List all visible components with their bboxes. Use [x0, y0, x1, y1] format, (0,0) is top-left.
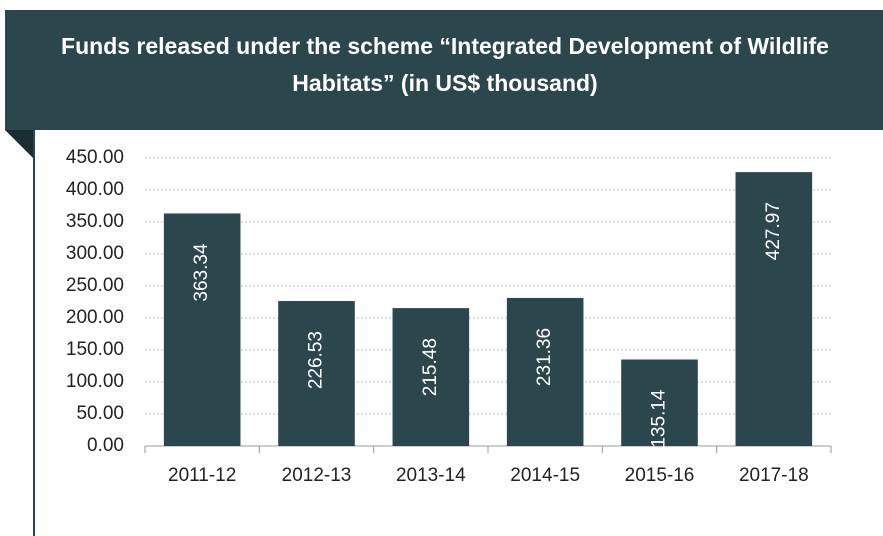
bar	[392, 308, 470, 446]
bar	[506, 297, 584, 446]
y-tick-label: 350.00	[66, 211, 124, 232]
data-label: 363.34	[191, 243, 212, 302]
data-label: 135.14	[649, 389, 670, 448]
data-label: 226.53	[306, 331, 327, 389]
y-tick-label: 150.00	[66, 339, 124, 360]
x-tick-label: 2014-15	[510, 465, 580, 486]
x-tick-label: 2011-12	[168, 465, 236, 486]
y-tick-label: 0.00	[87, 435, 124, 456]
y-tick-label: 250.00	[66, 275, 124, 296]
y-tick-label: 400.00	[66, 179, 124, 200]
banner-fold	[5, 130, 35, 160]
bar	[621, 359, 698, 446]
y-tick-label: 200.00	[66, 307, 124, 328]
x-tick-label: 2013-14	[396, 465, 466, 486]
x-tick-label: 2015-16	[625, 465, 695, 486]
bar	[735, 172, 813, 447]
bar	[278, 301, 355, 446]
data-label: 231.36	[534, 328, 555, 386]
data-label: 427.97	[763, 202, 784, 260]
title-banner	[5, 10, 883, 130]
y-tick-label: 100.00	[66, 371, 124, 392]
y-tick-label: 50.00	[76, 403, 124, 424]
data-label: 215.48	[420, 338, 441, 396]
x-tick-label: 2012-13	[282, 465, 352, 486]
y-tick-label: 300.00	[66, 243, 124, 264]
bar	[163, 213, 241, 446]
y-tick-label: 450.00	[66, 147, 124, 168]
chart-title: Funds released under the scheme “Integra…	[61, 33, 829, 96]
x-tick-label: 2017-18	[739, 465, 809, 486]
